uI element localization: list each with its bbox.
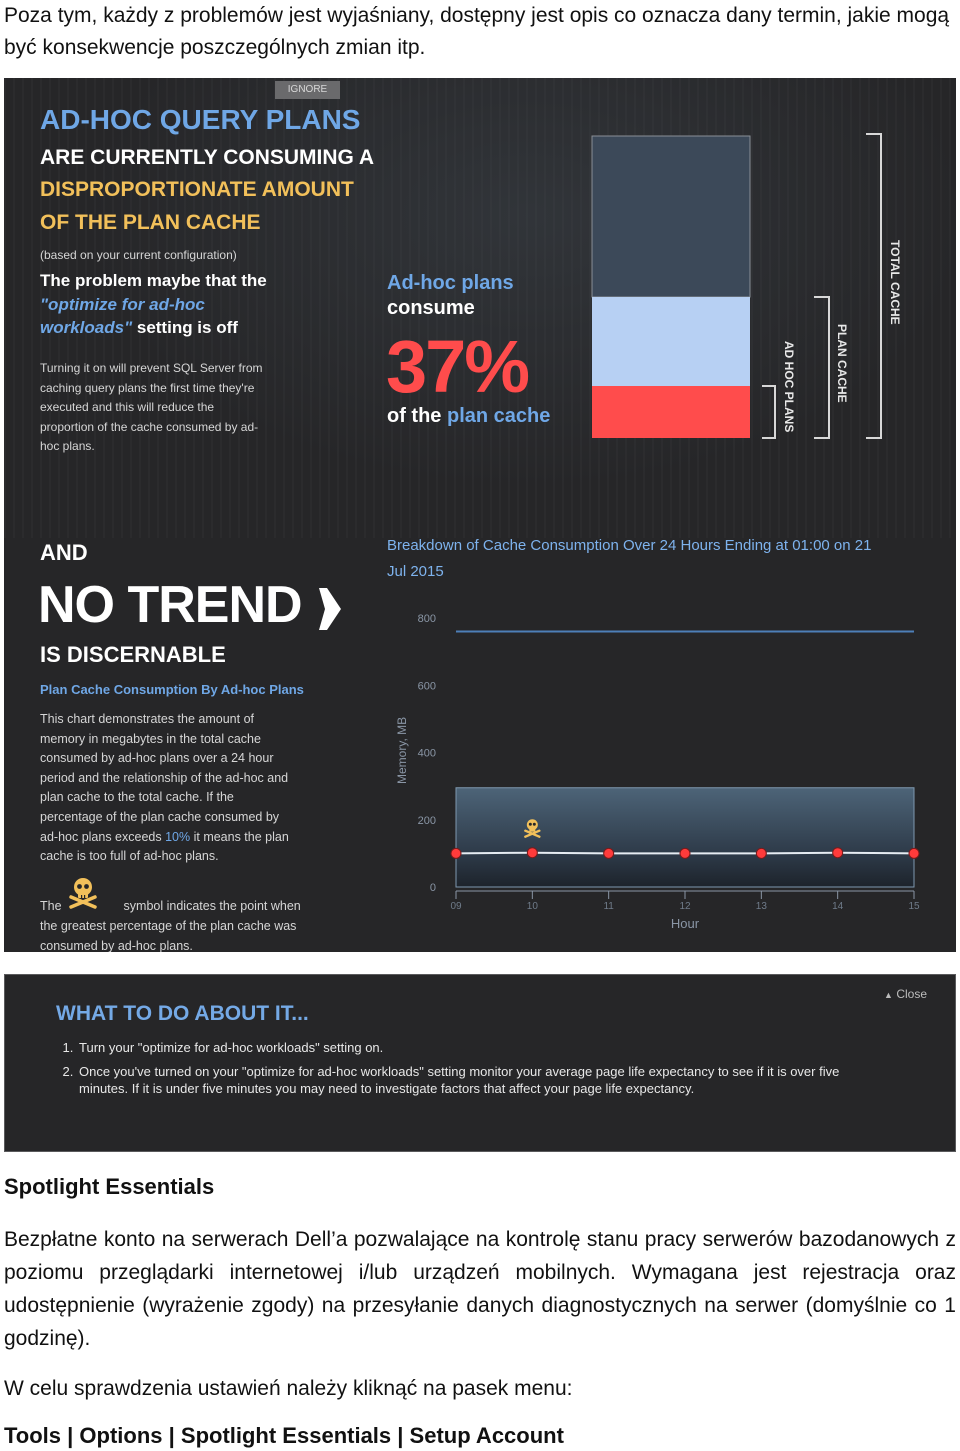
plan-cache-area: [455, 787, 915, 888]
what-to-do-list: Turn your "optimize for ad-hoc workloads…: [59, 1039, 877, 1104]
adhoc-data-point: [450, 847, 462, 859]
instruction-paragraph: W celu sprawdzenia ustawień należy klikn…: [4, 1377, 573, 1400]
headline-disproportionate: DISPROPORTIONATE AMOUNT: [40, 178, 354, 201]
menu-path: Tools | Options | Spotlight Essentials |…: [4, 1423, 564, 1448]
x-tick-label: 10: [527, 901, 539, 912]
caret-up-icon: ▲: [884, 990, 893, 1000]
section-title: Spotlight Essentials: [4, 1174, 215, 1199]
chart-description-line: percentage of the plan cache consumed by: [40, 809, 280, 824]
close-button[interactable]: ▲ Close: [884, 987, 927, 1001]
threshold-prefix: ad-hoc plans exceeds: [40, 829, 166, 844]
problem-setting-name: workloads": [40, 318, 133, 337]
y-axis-label: Memory, MB: [395, 717, 409, 784]
chart-description: This chart demonstrates the amount of me…: [40, 710, 330, 867]
arrow-right-icon: [319, 588, 341, 630]
and-label: AND: [40, 540, 88, 565]
y-tick-label: 600: [418, 680, 436, 692]
turning-on-line: caching query plans the first time they'…: [40, 380, 255, 395]
bar-segment-plan-cache: [592, 297, 750, 386]
x-tick-label: 09: [450, 901, 462, 912]
skull-marker-icon: [524, 819, 541, 838]
cache-stacked-bar-chart: TOTAL CACHE PLAN CACHE AD HOC PLANS: [591, 133, 902, 439]
symbol-line: the greatest percentage of the plan cach…: [40, 919, 297, 933]
cache-consumption-line-chart: Memory, MB 0 200 400 600 800 09 10 11 12 13 14 15 Hou…: [395, 613, 920, 931]
symbol-line-1: The symbol indicates the point when: [40, 896, 340, 916]
adhoc-data-point: [908, 847, 920, 859]
symbol-the: The: [40, 899, 62, 913]
headline-plan-cache: OF THE PLAN CACHE: [40, 211, 261, 234]
bar-segment-total-cache: [591, 135, 751, 298]
y-tick-label: 400: [418, 748, 436, 760]
what-to-do-item: Once you've turned on your "optimize for…: [77, 1063, 877, 1097]
adhoc-data-point: [679, 847, 691, 859]
headline-adhoc: AD-HOC QUERY PLANS: [40, 104, 361, 135]
turning-on-line: proportion of the cache consumed by ad-: [40, 419, 259, 434]
chart-description-line: cache is too full of ad-hoc plans.: [40, 849, 219, 864]
intro-paragraph: Poza tym, każdy z problemów jest wyjaśni…: [4, 4, 950, 59]
problem-line-2: "optimize for ad-hoc: [40, 295, 205, 314]
bracket-adhoc-plans: [762, 385, 776, 439]
what-to-do-title: WHAT TO DO ABOUT IT...: [56, 1002, 309, 1025]
threshold-percentage: 10%: [165, 829, 191, 844]
discernable-label: IS DISCERNABLE: [40, 642, 226, 667]
problem-line-3: workloads" setting is off: [40, 318, 238, 338]
adhoc-data-point: [755, 847, 767, 859]
problem-line-1: The problem maybe that the: [40, 271, 267, 290]
x-tick-label: 15: [908, 901, 920, 912]
headline-consuming: ARE CURRENTLY CONSUMING A: [40, 146, 375, 169]
what-to-do-panel: WHAT TO DO ABOUT IT... ▲ Close Turn your…: [4, 974, 956, 1152]
x-tick-label: 14: [832, 901, 844, 912]
y-tick-label: 0: [430, 882, 436, 894]
consume-plan-cache: plan cache: [447, 405, 551, 427]
y-tick-label: 800: [418, 613, 436, 625]
breakdown-title-line-1: Breakdown of Cache Consumption Over 24 H…: [387, 537, 872, 554]
x-tick-label: 13: [756, 901, 768, 912]
skull-warning-icon: [69, 878, 97, 909]
chart-description-line: This chart demonstrates the amount of: [40, 712, 254, 726]
chart-description-line: consumed by ad-hoc plans over a 24 hour: [40, 751, 274, 766]
bracket-plan-cache: [814, 296, 830, 439]
consume-line-3: of the plan cache: [387, 405, 550, 428]
x-axis-label: Hour: [671, 916, 700, 931]
close-label: Close: [896, 987, 927, 1001]
background-glow: [4, 78, 956, 538]
description-paragraph: Bezpłatne konto na serwerach Dell’a pozw…: [4, 1228, 956, 1350]
y-tick-label: 200: [418, 815, 436, 827]
symbol-rest: symbol indicates the point when: [123, 899, 301, 913]
consume-line-2: consume: [387, 297, 475, 319]
symbol-line: consumed by ad-hoc plans.: [40, 939, 193, 952]
consume-percentage: 37%: [386, 325, 530, 408]
label-total-cache: TOTAL CACHE: [888, 240, 902, 325]
what-to-do-item: Turn your "optimize for ad-hoc workloads…: [77, 1039, 877, 1056]
consume-of-the: of the: [387, 405, 447, 427]
infographic-panel: IGNORE AD-HOC QUERY PLANS ARE CURRENTLY …: [4, 78, 956, 952]
bar-segment-adhoc-plans: [592, 386, 750, 438]
adhoc-data-point: [832, 847, 844, 859]
breakdown-title: Breakdown of Cache Consumption Over 24 H…: [387, 533, 871, 585]
consume-line-1: Ad-hoc plans: [387, 272, 514, 294]
x-tick-label: 11: [603, 901, 614, 912]
label-plan-cache: PLAN CACHE: [835, 324, 849, 403]
turning-on-line: hoc plans.: [40, 439, 95, 454]
ignore-button[interactable]: IGNORE: [275, 81, 340, 99]
turning-on-text: Turning it on will prevent SQL Server fr…: [40, 359, 300, 457]
breakdown-title-line-2: Jul 2015: [387, 563, 444, 580]
config-note: (based on your current configuration): [40, 248, 237, 262]
symbol-explanation: The symbol indicates the point when the g…: [40, 896, 340, 952]
adhoc-data-point: [603, 847, 615, 859]
chart-description-line: period and the relationship of the ad-ho…: [40, 770, 289, 785]
threshold-suffix: it means the plan: [190, 829, 289, 844]
chart-description-line: memory in megabytes in the total cache: [40, 731, 261, 746]
chart-description-line: ad-hoc plans exceeds 10% it means the pl…: [40, 828, 330, 848]
label-adhoc-plans: AD HOC PLANS: [782, 341, 796, 432]
adhoc-data-point: [526, 847, 538, 859]
turning-on-line: Turning it on will prevent SQL Server fr…: [40, 361, 263, 375]
chart-heading: Plan Cache Consumption By Ad-hoc Plans: [40, 682, 304, 697]
problem-setting-off: setting is off: [132, 318, 238, 337]
bracket-total-cache: [866, 133, 882, 439]
turning-on-line: executed and this will reduce the: [40, 400, 215, 415]
x-tick-label: 12: [679, 901, 691, 912]
chart-description-line: plan cache to the total cache. If the: [40, 790, 234, 805]
no-trend-heading: NO TREND: [38, 576, 303, 634]
